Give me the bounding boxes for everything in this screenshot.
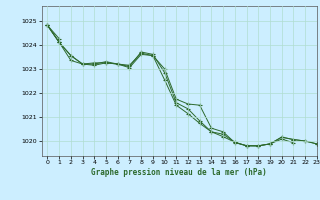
X-axis label: Graphe pression niveau de la mer (hPa): Graphe pression niveau de la mer (hPa) [91,168,267,177]
